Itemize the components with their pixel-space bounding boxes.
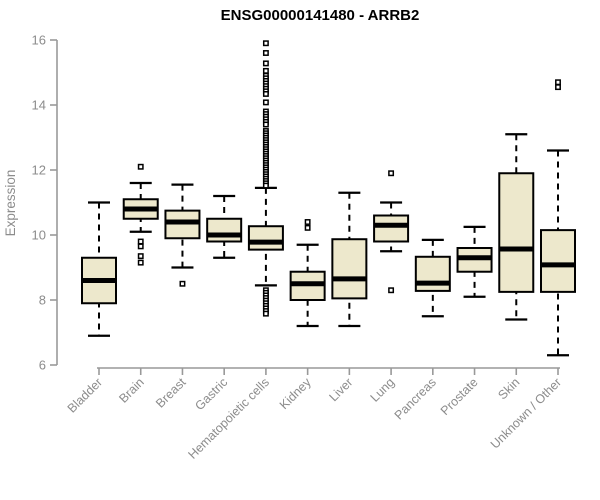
- y-tick-label: 14: [32, 98, 46, 113]
- outlier-point: [304, 219, 311, 225]
- x-tick-label-pancreas: Pancreas: [392, 375, 439, 422]
- x-tick-label-hematopoietic-cells: Hematopoietic cells: [185, 375, 272, 462]
- outlier-point: [137, 253, 144, 260]
- box-rect: [540, 229, 576, 293]
- x-tick-label-gastric: Gastric: [192, 375, 230, 413]
- y-tick-label: 6: [39, 358, 46, 373]
- outlier-point: [262, 60, 269, 67]
- outlier-point: [262, 99, 269, 106]
- outlier-point: [262, 121, 269, 128]
- boxplot-skin: [498, 133, 535, 321]
- x-tick-label-lung: Lung: [368, 375, 398, 405]
- boxplot-brain: [122, 163, 159, 266]
- y-tick-label: 10: [32, 228, 46, 243]
- outlier-point: [137, 163, 144, 170]
- outlier-point: [262, 40, 269, 47]
- outlier-point: [179, 280, 186, 287]
- box-series: [81, 40, 576, 357]
- boxplot-liver: [331, 191, 368, 328]
- outlier-point: [555, 79, 561, 86]
- box-rect: [498, 172, 535, 293]
- outlier-point: [262, 310, 269, 317]
- box-rect: [373, 214, 410, 243]
- outlier-point: [262, 50, 269, 56]
- x-tick-label-kidney: Kidney: [277, 375, 314, 412]
- y-tick-label: 12: [32, 163, 46, 178]
- box-rect: [414, 255, 451, 292]
- outlier-point: [388, 287, 395, 294]
- boxplot-pancreas: [414, 238, 451, 318]
- boxplot-breast: [164, 183, 201, 287]
- y-tick-label: 8: [39, 293, 46, 308]
- x-tick-label-unknown-other: Unknown / Other: [488, 375, 564, 451]
- box-rect: [206, 217, 243, 243]
- outlier-point: [555, 84, 561, 91]
- x-tick-label-bladder: Bladder: [65, 375, 105, 415]
- box-rect: [331, 238, 368, 300]
- boxplot-gastric: [206, 194, 243, 259]
- boxplot-prostate: [456, 225, 493, 298]
- y-tick-label: 16: [32, 33, 46, 48]
- x-tick-label-skin: Skin: [495, 375, 522, 402]
- y-axis-label: Expression: [3, 170, 18, 237]
- outlier-point: [388, 170, 395, 177]
- x-tick-label-brain: Brain: [116, 375, 147, 406]
- boxplot-hematopoietic-cells: [247, 40, 284, 317]
- boxplot-unknown-other: [540, 79, 576, 357]
- boxplot-lung: [373, 170, 410, 294]
- x-tick-label-prostate: Prostate: [438, 375, 481, 418]
- boxplot-bladder: [81, 201, 117, 337]
- outlier-point: [262, 67, 269, 74]
- chart-title: ENSG00000141480 - ARRB2: [221, 7, 420, 24]
- x-tick-label-liver: Liver: [326, 375, 355, 404]
- x-tick-label-breast: Breast: [153, 375, 189, 411]
- box-rect: [247, 225, 284, 251]
- boxplot-kidney: [289, 219, 326, 328]
- outlier-point: [262, 182, 269, 189]
- outlier-point: [137, 259, 144, 266]
- outlier-point: [304, 224, 311, 231]
- outlier-point: [137, 238, 144, 245]
- outlier-point: [262, 91, 269, 97]
- outlier-point: [137, 243, 144, 250]
